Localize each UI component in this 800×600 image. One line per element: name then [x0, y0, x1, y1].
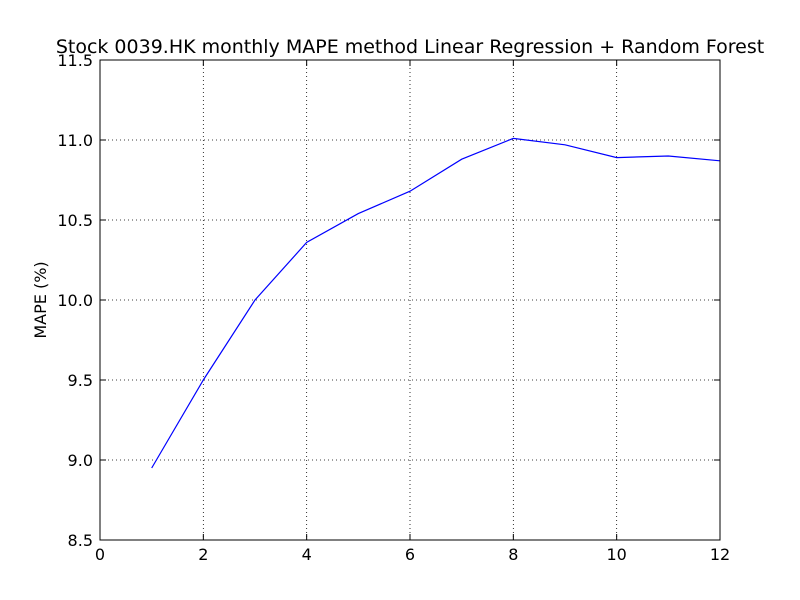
- y-tick-label: 8.5: [68, 531, 93, 550]
- tick-marks: [99, 59, 721, 541]
- y-tick-label: 9.0: [68, 451, 93, 470]
- y-tick-label: 11.5: [57, 51, 93, 70]
- x-tick-labels: 0 2 4 6 8 10 12: [95, 545, 730, 564]
- y-tick-label: 9.5: [68, 371, 93, 390]
- series-line: [151, 137, 721, 469]
- x-tick-label: 10: [606, 545, 626, 564]
- y-axis-label: MAPE (%): [31, 261, 50, 338]
- grid-lines: [100, 60, 720, 540]
- y-tick-labels: 8.5 9.0 9.5 10.0 10.5 11.0 11.5: [57, 51, 93, 550]
- x-tick-label: 0: [95, 545, 105, 564]
- x-tick-label: 8: [508, 545, 518, 564]
- x-tick-label: 12: [710, 545, 730, 564]
- series-layer: [151, 137, 721, 469]
- y-tick-label: 10.5: [57, 211, 93, 230]
- y-tick-label: 10.0: [57, 291, 93, 310]
- x-tick-label: 4: [302, 545, 312, 564]
- x-tick-label: 2: [198, 545, 208, 564]
- x-tick-label: 6: [405, 545, 415, 564]
- chart-title: Stock 0039.HK monthly MAPE method Linear…: [56, 36, 764, 58]
- y-tick-label: 11.0: [57, 131, 93, 150]
